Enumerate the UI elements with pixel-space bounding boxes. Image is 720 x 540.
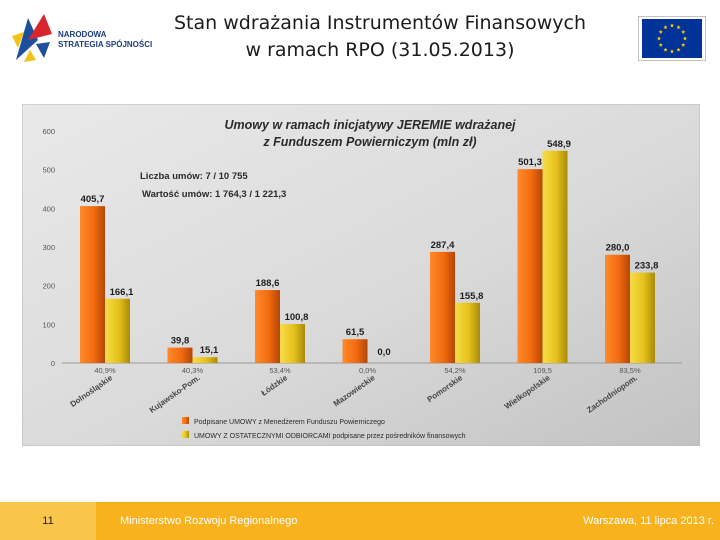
- chart-svg: Umowy w ramach inicjatywy JEREMIE wdraża…: [21, 103, 701, 447]
- data-label-series-a: 280,0: [606, 243, 630, 254]
- page-title-line1: Stan wdrażania Instrumentów Finansowych: [174, 12, 586, 34]
- eu-star-icon: [663, 47, 668, 52]
- legend-label-series-b: UMOWY Z OSTATECZNYMI ODBIORCAMI podpisan…: [194, 433, 466, 440]
- y-tick-label: 400: [42, 204, 55, 213]
- bar-series-b: [105, 298, 130, 363]
- data-label-series-b: 100,8: [285, 312, 309, 323]
- logo-line1: NARODOWA: [58, 30, 107, 39]
- data-label-series-a: 405,7: [81, 194, 105, 205]
- data-label-series-b: 166,1: [110, 287, 134, 298]
- nss-logo-text: NARODOWA STRATEGIA SPÓJNOŚCI: [58, 30, 152, 50]
- eu-star-icon: [663, 24, 668, 30]
- annotation-contract-count: Liczba umów: 7 / 10 755: [140, 171, 248, 182]
- y-tick-label: 0: [51, 359, 55, 368]
- ratio-label: 109,5: [533, 366, 552, 375]
- footer-date: Warszawa, 11 lipca 2013 r.: [583, 515, 714, 527]
- eu-flag-icon: [637, 15, 707, 62]
- annotation-contract-value: Wartość umów: 1 764,3 / 1 221,3: [142, 189, 286, 200]
- logo-line2: STRATEGIA SPÓJNOŚCI: [58, 40, 153, 49]
- page-title: Stan wdrażania Instrumentów Finansowych …: [140, 10, 620, 64]
- bar-series-a: [605, 254, 630, 363]
- eu-star-icon: [682, 36, 688, 41]
- data-label-series-b: 15,1: [200, 345, 219, 356]
- legend-swatch-series-a: [182, 417, 189, 424]
- data-label-series-a: 188,6: [256, 278, 280, 289]
- page-number: 11: [0, 502, 96, 540]
- eu-star-icon: [658, 42, 663, 47]
- data-label-series-a: 287,4: [431, 240, 455, 251]
- bar-series-a: [167, 347, 193, 363]
- data-label-series-b: 0,0: [377, 347, 390, 358]
- footer-organization: Ministerstwo Rozwoju Regionalnego: [120, 515, 298, 527]
- eu-flag-svg: [637, 15, 707, 62]
- nss-logo-emblem: [8, 10, 56, 64]
- eu-star-icon: [676, 24, 681, 30]
- bar-series-a: [255, 290, 280, 363]
- chart-background: [21, 103, 701, 447]
- bar-series-b: [630, 272, 655, 363]
- eu-star-icon: [658, 29, 663, 34]
- ratio-label: 83,5%: [619, 366, 641, 375]
- y-tick-label: 500: [42, 166, 55, 175]
- page-title-line2: w ramach RPO (31.05.2013): [245, 39, 515, 61]
- bar-series-b: [192, 357, 218, 363]
- eu-star-icon: [681, 29, 686, 34]
- bar-series-b: [455, 302, 480, 363]
- eu-star-icon: [669, 49, 675, 54]
- bar-series-b: [542, 150, 568, 363]
- bar-series-a: [517, 169, 543, 363]
- ratio-label: 0,0%: [359, 366, 376, 375]
- bar-series-b: [280, 324, 305, 363]
- bar-series-a: [342, 339, 368, 363]
- y-tick-label: 600: [42, 127, 55, 136]
- ratio-label: 40,3%: [182, 366, 204, 375]
- eu-star-icon: [676, 47, 681, 52]
- bar-series-a: [80, 206, 105, 363]
- legend-label-series-a: Podpisane UMOWY z Menedżerem Funduszu Po…: [194, 419, 385, 426]
- eu-star-icon: [681, 42, 686, 47]
- y-tick-label: 200: [42, 282, 55, 291]
- data-label-series-a: 501,3: [518, 157, 542, 168]
- y-tick-label: 100: [42, 320, 55, 329]
- data-label-series-b: 233,8: [635, 261, 659, 272]
- eu-star-icon: [656, 36, 662, 41]
- ratio-label: 54,2%: [444, 366, 466, 375]
- bar-series-a: [430, 251, 455, 363]
- data-label-series-b: 155,8: [460, 291, 484, 302]
- data-label-series-a: 61,5: [346, 327, 365, 338]
- data-label-series-a: 39,8: [171, 336, 190, 347]
- nss-logo: [8, 10, 158, 66]
- eu-star-icon: [669, 23, 675, 28]
- ratio-label: 40,9%: [94, 366, 116, 375]
- legend-swatch-series-b: [182, 431, 189, 438]
- y-tick-label: 300: [42, 243, 55, 252]
- data-label-series-b: 548,9: [547, 139, 571, 150]
- footer-bar: 11 Ministerstwo Rozwoju Regionalnego War…: [0, 502, 720, 540]
- chart-title-line2: z Funduszem Powierniczym (mln zł): [262, 135, 476, 149]
- chart-title-line1: Umowy w ramach inicjatywy JEREMIE wdraża…: [224, 118, 516, 132]
- ratio-label: 53,4%: [269, 366, 291, 375]
- jeremie-chart: Umowy w ramach inicjatywy JEREMIE wdraża…: [21, 103, 701, 447]
